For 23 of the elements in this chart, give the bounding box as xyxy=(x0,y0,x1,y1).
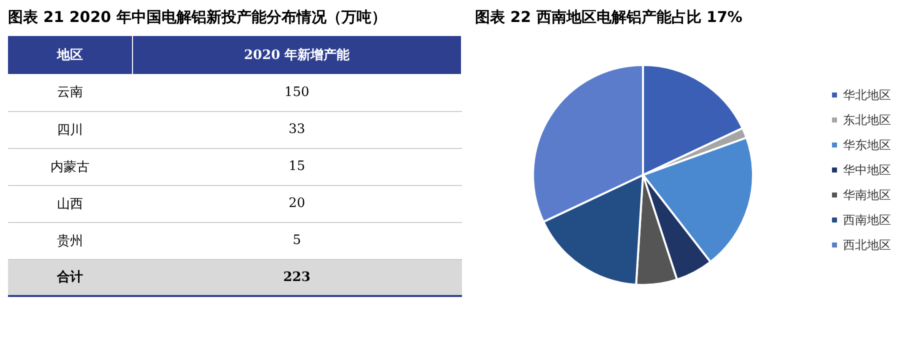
text: 地区 xyxy=(8,36,132,74)
text: 图表 21 2020 年中国电解铝新投产能分布情况（万吨） xyxy=(8,8,386,27)
category-label: 山西 xyxy=(8,185,132,222)
legend-label: 西南地区 xyxy=(843,213,891,227)
category-label: 云南 xyxy=(8,74,132,111)
category-label: 贵州 xyxy=(8,222,132,259)
data-label: 15 xyxy=(132,148,462,185)
category-label: 四川 xyxy=(8,111,132,148)
data-label: 150 xyxy=(132,74,462,111)
data-label: 223 xyxy=(132,259,462,296)
legend-label: 华南地区 xyxy=(843,188,891,202)
category-label: 合计 xyxy=(8,259,132,296)
legend-label: 西北地区 xyxy=(843,238,891,252)
legend-label: 华中地区 xyxy=(843,163,891,177)
legend-label: 华北地区 xyxy=(843,88,891,102)
data-label: 33 xyxy=(132,111,462,148)
data-label: 20 xyxy=(132,185,462,222)
chart-title: 图表 22 西南地区电解铝产能占比 17% xyxy=(475,8,742,27)
legend-label: 华东地区 xyxy=(843,138,891,152)
category-label: 内蒙古 xyxy=(8,148,132,185)
text: 2020 年新增产能 xyxy=(132,36,462,74)
legend-label: 东北地区 xyxy=(843,113,891,127)
data-label: 5 xyxy=(132,222,462,259)
